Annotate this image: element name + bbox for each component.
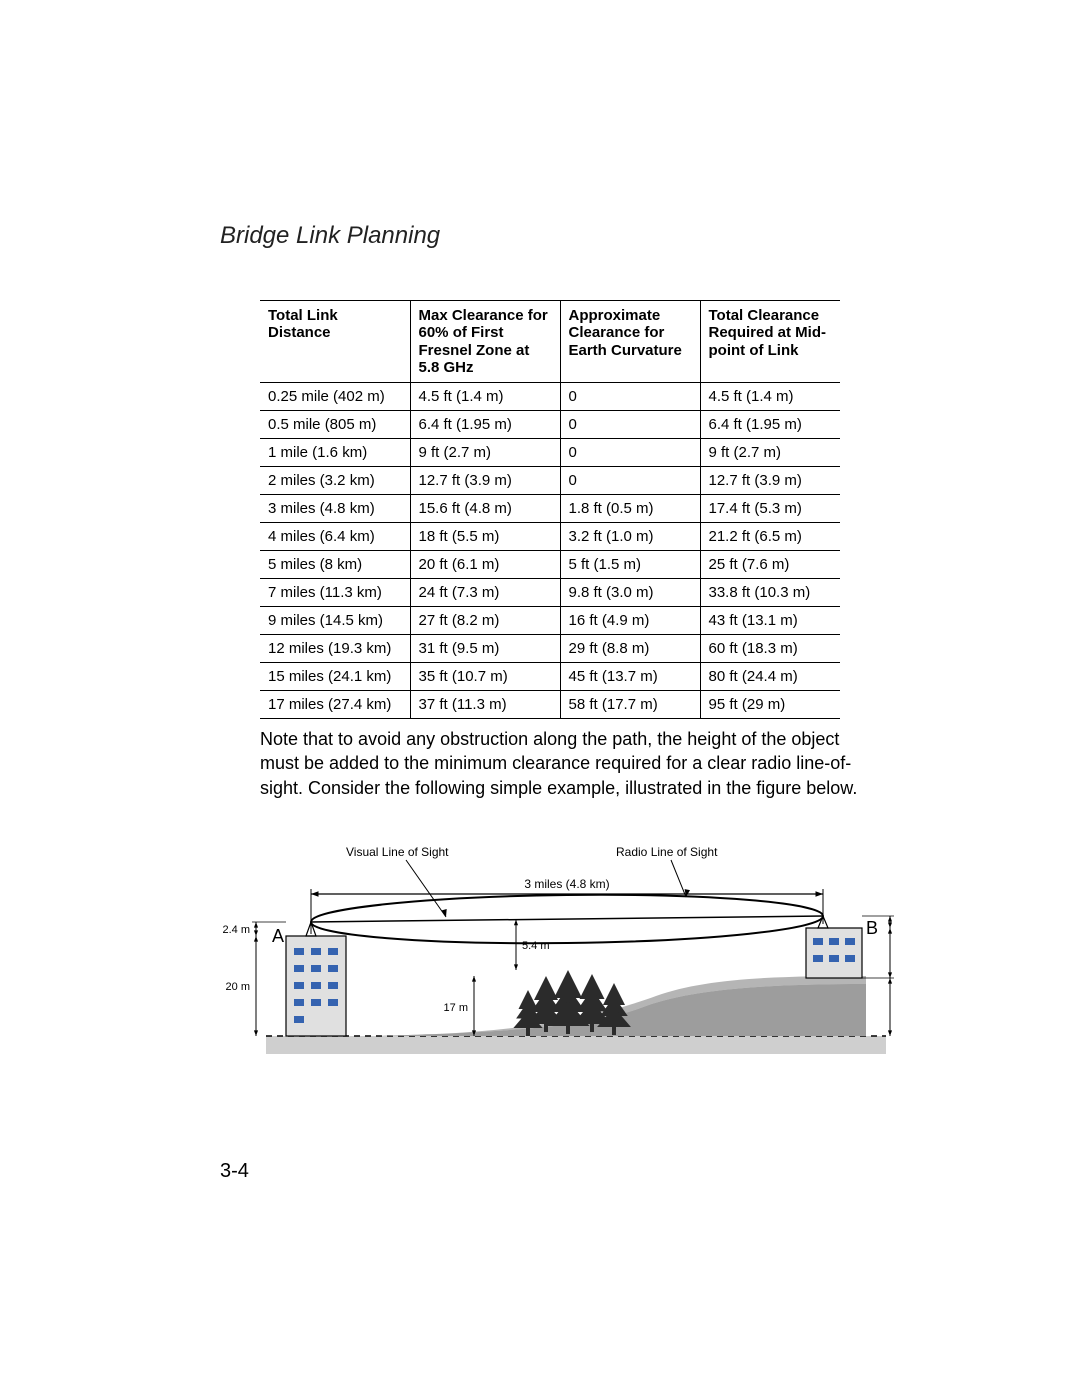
- table-row: 15 miles (24.1 km)35 ft (10.7 m)45 ft (1…: [260, 663, 840, 691]
- table-row: 7 miles (11.3 km)24 ft (7.3 m)9.8 ft (3.…: [260, 579, 840, 607]
- table-row: 1 mile (1.6 km)9 ft (2.7 m)09 ft (2.7 m): [260, 439, 840, 467]
- table-cell: 0: [560, 411, 700, 439]
- table-row: 9 miles (14.5 km)27 ft (8.2 m)16 ft (4.9…: [260, 607, 840, 635]
- table-header: Approximate Clearance for Earth Curvatur…: [560, 301, 700, 383]
- table-cell: 17 miles (27.4 km): [260, 691, 410, 719]
- table-cell: 4.5 ft (1.4 m): [410, 383, 560, 411]
- table-row: 4 miles (6.4 km)18 ft (5.5 m)3.2 ft (1.0…: [260, 523, 840, 551]
- table-cell: 29 ft (8.8 m): [560, 635, 700, 663]
- table-cell: 3.2 ft (1.0 m): [560, 523, 700, 551]
- svg-text:3 miles (4.8 km): 3 miles (4.8 km): [524, 877, 609, 891]
- svg-text:Radio Line of Sight: Radio Line of Sight: [616, 845, 718, 859]
- table-cell: 20 ft (6.1 m): [410, 551, 560, 579]
- table-cell: 9.8 ft (3.0 m): [560, 579, 700, 607]
- page-number: 3-4: [220, 1160, 249, 1183]
- table-cell: 21.2 ft (6.5 m): [700, 523, 840, 551]
- table-cell: 15.6 ft (4.8 m): [410, 495, 560, 523]
- table-cell: 12.7 ft (3.9 m): [700, 467, 840, 495]
- table-cell: 9 miles (14.5 km): [260, 607, 410, 635]
- table-cell: 0: [560, 439, 700, 467]
- table-cell: 24 ft (7.3 m): [410, 579, 560, 607]
- table-cell: 17.4 ft (5.3 m): [700, 495, 840, 523]
- svg-text:17 m: 17 m: [444, 1002, 468, 1014]
- table-cell: 80 ft (24.4 m): [700, 663, 840, 691]
- table-header: Total Clearance Required at Mid-point of…: [700, 301, 840, 383]
- svg-text:20 m: 20 m: [226, 981, 250, 993]
- table-cell: 0.25 mile (402 m): [260, 383, 410, 411]
- table-cell: 9 ft (2.7 m): [700, 439, 840, 467]
- table-cell: 0.5 mile (805 m): [260, 411, 410, 439]
- svg-text:5.4 m: 5.4 m: [522, 940, 550, 952]
- table-cell: 60 ft (18.3 m): [700, 635, 840, 663]
- svg-text:2.4 m: 2.4 m: [222, 924, 250, 936]
- table-cell: 18 ft (5.5 m): [410, 523, 560, 551]
- table-cell: 9 ft (2.7 m): [410, 439, 560, 467]
- table-cell: 35 ft (10.7 m): [410, 663, 560, 691]
- table-row: 3 miles (4.8 km)15.6 ft (4.8 m)1.8 ft (0…: [260, 495, 840, 523]
- table-cell: 6.4 ft (1.95 m): [410, 411, 560, 439]
- table-cell: 31 ft (9.5 m): [410, 635, 560, 663]
- table-cell: 1 mile (1.6 km): [260, 439, 410, 467]
- table-cell: 33.8 ft (10.3 m): [700, 579, 840, 607]
- table-cell: 95 ft (29 m): [700, 691, 840, 719]
- table-cell: 4.5 ft (1.4 m): [700, 383, 840, 411]
- table-cell: 1.8 ft (0.5 m): [560, 495, 700, 523]
- table-cell: 45 ft (13.7 m): [560, 663, 700, 691]
- table-cell: 43 ft (13.1 m): [700, 607, 840, 635]
- clearance-table: Total Link DistanceMax Clearance for 60%…: [260, 300, 840, 719]
- clearance-table-wrap: Total Link DistanceMax Clearance for 60%…: [260, 300, 880, 719]
- table-row: 0.5 mile (805 m)6.4 ft (1.95 m)06.4 ft (…: [260, 411, 840, 439]
- note-paragraph: Note that to avoid any obstruction along…: [260, 727, 860, 800]
- svg-text:A: A: [272, 926, 284, 946]
- table-cell: 4 miles (6.4 km): [260, 523, 410, 551]
- table-cell: 12.7 ft (3.9 m): [410, 467, 560, 495]
- table-cell: 12 miles (19.3 km): [260, 635, 410, 663]
- table-cell: 0: [560, 467, 700, 495]
- los-diagram: 3 miles (4.8 km) Visual Line of Sight Radi…: [216, 836, 896, 1066]
- table-cell: 6.4 ft (1.95 m): [700, 411, 840, 439]
- table-cell: 5 ft (1.5 m): [560, 551, 700, 579]
- table-cell: 25 ft (7.6 m): [700, 551, 840, 579]
- table-cell: 37 ft (11.3 m): [410, 691, 560, 719]
- table-cell: 16 ft (4.9 m): [560, 607, 700, 635]
- table-cell: 5 miles (8 km): [260, 551, 410, 579]
- table-cell: 27 ft (8.2 m): [410, 607, 560, 635]
- table-row: 5 miles (8 km)20 ft (6.1 m)5 ft (1.5 m)2…: [260, 551, 840, 579]
- table-cell: 2 miles (3.2 km): [260, 467, 410, 495]
- svg-text:Visual Line of Sight: Visual Line of Sight: [346, 845, 449, 859]
- section-title: Bridge Link Planning: [220, 222, 880, 250]
- diagram-wrap: 3 miles (4.8 km) Visual Line of Sight Radi…: [216, 836, 880, 1071]
- table-row: 2 miles (3.2 km)12.7 ft (3.9 m)012.7 ft …: [260, 467, 840, 495]
- table-cell: 0: [560, 383, 700, 411]
- table-row: 12 miles (19.3 km)31 ft (9.5 m)29 ft (8.…: [260, 635, 840, 663]
- table-header: Max Clearance for 60% of First Fresnel Z…: [410, 301, 560, 383]
- table-cell: 3 miles (4.8 km): [260, 495, 410, 523]
- table-cell: 15 miles (24.1 km): [260, 663, 410, 691]
- table-cell: 58 ft (17.7 m): [560, 691, 700, 719]
- table-row: 17 miles (27.4 km)37 ft (11.3 m)58 ft (1…: [260, 691, 840, 719]
- svg-text:B: B: [866, 918, 878, 938]
- table-cell: 7 miles (11.3 km): [260, 579, 410, 607]
- table-row: 0.25 mile (402 m)4.5 ft (1.4 m)04.5 ft (…: [260, 383, 840, 411]
- table-header: Total Link Distance: [260, 301, 410, 383]
